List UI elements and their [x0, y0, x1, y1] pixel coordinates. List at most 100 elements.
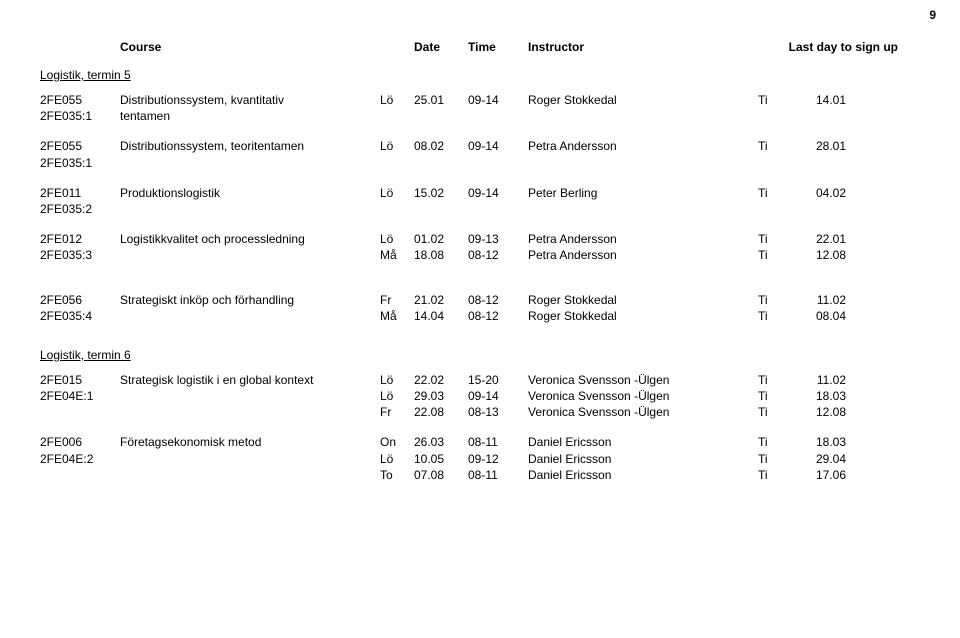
cell-course: Strategiskt inköp och förhandling: [120, 292, 380, 308]
cell-signup-day: Ti: [758, 372, 786, 388]
section-title: Logistik, termin 6: [40, 348, 920, 362]
cell-course: [120, 155, 380, 171]
cell-signup-day: [758, 155, 786, 171]
course-block: 2FE011ProduktionslogistikLö15.0209-14Pet…: [40, 185, 920, 217]
cell-course: Distributionssystem, teoritentamen: [120, 138, 380, 154]
cell-time: [468, 108, 528, 124]
header-blank-day: [380, 40, 414, 54]
cell-day: Fr: [380, 292, 414, 308]
table-row: 2FE035:2: [40, 201, 920, 217]
cell-code: 2FE035:1: [40, 108, 120, 124]
cell-time: 09-14: [468, 185, 528, 201]
header-course: Course: [120, 40, 380, 54]
cell-code: 2FE035:3: [40, 247, 120, 263]
cell-time: 08-12: [468, 292, 528, 308]
cell-instructor: [528, 201, 758, 217]
cell-code: 2FE012: [40, 231, 120, 247]
cell-code: [40, 467, 120, 483]
course-block: 2FE015Strategisk logistik i en global ko…: [40, 372, 920, 421]
cell-instructor: Daniel Ericsson: [528, 451, 758, 467]
cell-signup-day: Ti: [758, 185, 786, 201]
cell-signup-date: 18.03: [786, 388, 846, 404]
cell-signup-day: Ti: [758, 231, 786, 247]
cell-code: 2FE035:4: [40, 308, 120, 324]
cell-instructor: Roger Stokkedal: [528, 292, 758, 308]
cell-time: 09-12: [468, 451, 528, 467]
cell-time: 09-14: [468, 138, 528, 154]
cell-signup-day: Ti: [758, 92, 786, 108]
course-block: 2FE055Distributionssystem, teoritentamen…: [40, 138, 920, 170]
section-title: Logistik, termin 5: [40, 68, 920, 82]
course-block: 2FE012Logistikkvalitet och processlednin…: [40, 231, 920, 263]
cell-date: 22.08: [414, 404, 468, 420]
cell-signup-date: [786, 201, 846, 217]
cell-signup-day: Ti: [758, 467, 786, 483]
cell-date: 14.04: [414, 308, 468, 324]
cell-time: 09-13: [468, 231, 528, 247]
course-block: 2FE056Strategiskt inköp och förhandlingF…: [40, 292, 920, 324]
cell-signup-day: Ti: [758, 247, 786, 263]
table-header: Course Date Time Instructor Last day to …: [40, 40, 920, 54]
cell-time: [468, 201, 528, 217]
cell-signup-date: 04.02: [786, 185, 846, 201]
cell-signup-day: Ti: [758, 434, 786, 450]
cell-day: Lö: [380, 138, 414, 154]
cell-code: 2FE055: [40, 92, 120, 108]
table-row: 2FE035:3Må18.0808-12Petra AnderssonTi12.…: [40, 247, 920, 263]
cell-signup-day: Ti: [758, 388, 786, 404]
cell-date: 07.08: [414, 467, 468, 483]
table-row: To07.0808-11Daniel EricssonTi17.06: [40, 467, 920, 483]
header-instructor: Instructor: [528, 40, 758, 54]
cell-time: 08-12: [468, 308, 528, 324]
cell-date: 22.02: [414, 372, 468, 388]
cell-signup-day: Ti: [758, 138, 786, 154]
cell-signup-date: 18.03: [786, 434, 846, 450]
cell-date: [414, 155, 468, 171]
cell-instructor: Veronica Svensson -Ülgen: [528, 404, 758, 420]
header-date: Date: [414, 40, 468, 54]
cell-course: Produktionslogistik: [120, 185, 380, 201]
cell-code: 2FE055: [40, 138, 120, 154]
cell-date: 26.03: [414, 434, 468, 450]
cell-day: Lö: [380, 451, 414, 467]
cell-date: 08.02: [414, 138, 468, 154]
cell-day: [380, 201, 414, 217]
cell-date: [414, 108, 468, 124]
cell-course: [120, 404, 380, 420]
cell-signup-day: Ti: [758, 404, 786, 420]
cell-instructor: Roger Stokkedal: [528, 308, 758, 324]
cell-day: Må: [380, 308, 414, 324]
cell-time: 08-12: [468, 247, 528, 263]
cell-code: 2FE04E:2: [40, 451, 120, 467]
cell-date: 15.02: [414, 185, 468, 201]
table-row: 2FE035:1: [40, 155, 920, 171]
cell-time: 09-14: [468, 388, 528, 404]
cell-signup-date: 22.01: [786, 231, 846, 247]
cell-course: tentamen: [120, 108, 380, 124]
cell-instructor: Petra Andersson: [528, 231, 758, 247]
cell-time: 09-14: [468, 92, 528, 108]
cell-signup-date: [786, 108, 846, 124]
cell-instructor: Daniel Ericsson: [528, 434, 758, 450]
cell-instructor: [528, 155, 758, 171]
table-row: 2FE035:1tentamen: [40, 108, 920, 124]
cell-course: Strategisk logistik i en global kontext: [120, 372, 380, 388]
cell-day: [380, 108, 414, 124]
cell-course: [120, 247, 380, 263]
cell-date: 25.01: [414, 92, 468, 108]
page: 9 Course Date Time Instructor Last day t…: [0, 0, 960, 638]
cell-signup-date: 17.06: [786, 467, 846, 483]
cell-signup-date: 12.08: [786, 247, 846, 263]
content: Logistik, termin 52FE055Distributionssys…: [40, 68, 920, 483]
cell-day: To: [380, 467, 414, 483]
cell-course: [120, 388, 380, 404]
cell-signup-date: 11.02: [786, 292, 846, 308]
cell-day: Lö: [380, 185, 414, 201]
cell-code: 2FE035:1: [40, 155, 120, 171]
table-row: 2FE012Logistikkvalitet och processlednin…: [40, 231, 920, 247]
cell-day: Lö: [380, 92, 414, 108]
cell-signup-date: 08.04: [786, 308, 846, 324]
cell-course: Distributionssystem, kvantitativ: [120, 92, 380, 108]
cell-course: Logistikkvalitet och processledning: [120, 231, 380, 247]
cell-date: 01.02: [414, 231, 468, 247]
